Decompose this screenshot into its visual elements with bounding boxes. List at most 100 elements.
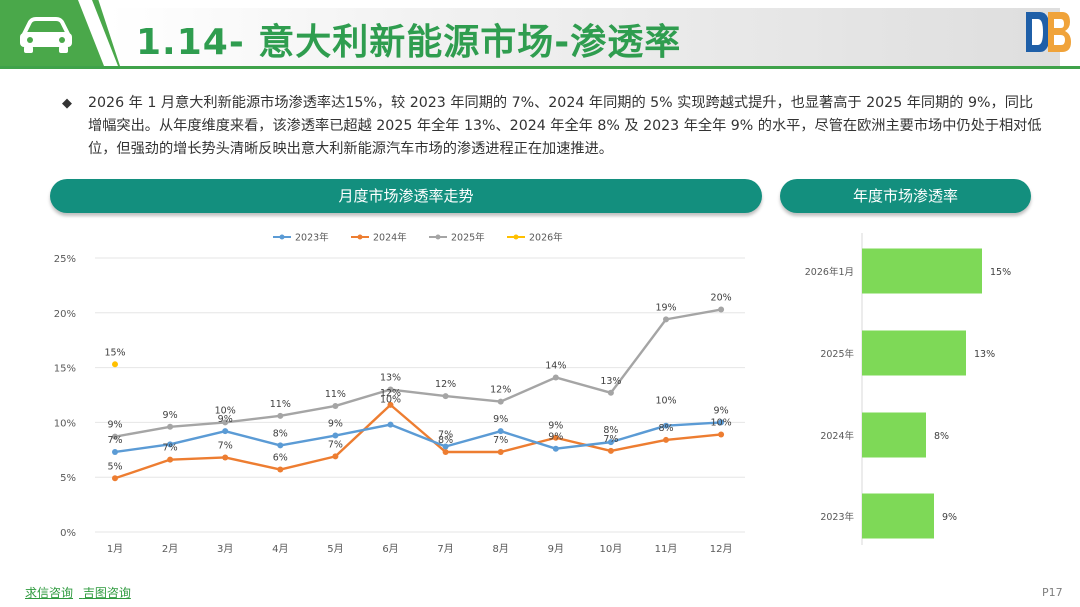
data-point bbox=[332, 432, 339, 439]
annual-section-header: 年度市场渗透率 bbox=[780, 179, 1031, 213]
data-point bbox=[277, 442, 284, 449]
data-point bbox=[442, 448, 449, 455]
series-line bbox=[114, 403, 722, 480]
data-point bbox=[718, 431, 725, 438]
footer-links: 求信咨询 吉图咨询 bbox=[25, 584, 137, 601]
data-point bbox=[167, 441, 174, 448]
data-label: 10% bbox=[711, 417, 732, 428]
data-point bbox=[332, 453, 339, 460]
bullet-icon: ◆ bbox=[62, 96, 72, 111]
page-number: P17 bbox=[1042, 586, 1063, 599]
data-point bbox=[332, 402, 339, 409]
brand-logo bbox=[1026, 12, 1071, 52]
x-tick-label: 1月 bbox=[107, 543, 123, 555]
data-label: 7% bbox=[603, 434, 618, 445]
data-point bbox=[663, 436, 669, 443]
legend-marker bbox=[435, 234, 441, 240]
x-tick-label: 9月 bbox=[548, 543, 564, 555]
x-tick-label: 4月 bbox=[272, 543, 288, 555]
y-tick-label: 0% bbox=[60, 528, 76, 539]
data-point bbox=[112, 361, 118, 368]
data-point bbox=[167, 423, 174, 430]
x-tick-label: 7月 bbox=[437, 543, 453, 555]
data-label: 13% bbox=[600, 376, 621, 387]
footer-link-1[interactable]: 求信咨询 bbox=[25, 586, 74, 600]
series-line bbox=[114, 421, 722, 454]
data-label: 8% bbox=[273, 428, 288, 439]
data-label: 11% bbox=[270, 399, 291, 410]
data-point bbox=[552, 374, 559, 381]
legend-label: 2024年 bbox=[373, 232, 407, 244]
header: 1.14- 意大利新能源市场-渗透率 bbox=[0, 0, 1080, 70]
data-label: 9% bbox=[714, 405, 729, 416]
bar-value-label: 13% bbox=[974, 349, 995, 360]
data-label: 9% bbox=[107, 420, 122, 431]
data-point bbox=[718, 419, 725, 426]
data-label: 12% bbox=[490, 385, 511, 396]
data-point bbox=[167, 456, 174, 463]
footer-link-2[interactable]: 吉图咨询 bbox=[82, 586, 131, 600]
data-point bbox=[387, 401, 394, 408]
bar bbox=[862, 493, 934, 539]
data-label: 7% bbox=[107, 435, 122, 446]
data-label: 19% bbox=[655, 302, 676, 313]
data-point bbox=[387, 421, 394, 428]
legend-label: 2023年 bbox=[295, 232, 329, 244]
car-icon bbox=[20, 17, 72, 53]
x-tick-label: 3月 bbox=[217, 543, 233, 555]
summary-text: 2026 年 1 月意大利新能源市场渗透率达15%，较 2023 年同期的 7%… bbox=[88, 95, 1042, 157]
x-tick-label: 2月 bbox=[162, 543, 178, 555]
annual-penetration-bar-chart: 2026年1月 15% 2025年 13% 2024年 8% 2023年 9% bbox=[805, 233, 1011, 545]
legend-label: 2026年 bbox=[529, 232, 563, 244]
y-tick-label: 10% bbox=[54, 418, 76, 429]
data-point bbox=[277, 412, 284, 419]
bar-category-label: 2023年 bbox=[820, 511, 854, 523]
data-label: 14% bbox=[545, 360, 566, 371]
data-label: 20% bbox=[711, 293, 732, 304]
data-label: 10% bbox=[215, 405, 236, 416]
data-point bbox=[663, 422, 669, 429]
x-tick-label: 10月 bbox=[600, 543, 623, 555]
data-point bbox=[607, 389, 614, 396]
bar bbox=[862, 412, 926, 458]
y-tick-label: 25% bbox=[54, 254, 76, 265]
monthly-section-header: 月度市场渗透率走势 bbox=[50, 179, 762, 213]
data-label: 7% bbox=[328, 439, 343, 450]
data-label: 8% bbox=[438, 435, 453, 446]
legend-marker bbox=[279, 234, 285, 240]
data-label: 8% bbox=[603, 425, 618, 436]
data-point bbox=[497, 398, 504, 405]
data-label: 5% bbox=[107, 461, 122, 472]
data-point bbox=[497, 428, 504, 435]
data-label: 8% bbox=[658, 423, 673, 434]
data-point bbox=[277, 466, 284, 473]
monthly-penetration-line-chart: 0% 5% 10% 15% 20% 25% 1月 2月 3月 4月 5月 6月 7月 8月 9月 10月 11月… bbox=[54, 232, 745, 555]
bar bbox=[862, 330, 966, 376]
page-title: 1.14- 意大利新能源市场-渗透率 bbox=[136, 22, 682, 63]
y-tick-label: 20% bbox=[54, 309, 76, 320]
bar-category-label: 2026年1月 bbox=[805, 266, 854, 278]
data-point bbox=[222, 428, 229, 435]
series-line bbox=[114, 308, 722, 438]
y-tick-label: 5% bbox=[60, 473, 76, 484]
header-divider bbox=[0, 66, 1080, 69]
legend-marker bbox=[513, 234, 519, 240]
x-tick-label: 6月 bbox=[382, 543, 398, 555]
data-label: 9% bbox=[493, 414, 508, 425]
data-label: 10% bbox=[380, 395, 401, 406]
data-label: 11% bbox=[325, 389, 346, 400]
data-point bbox=[718, 306, 725, 313]
data-label: 9% bbox=[218, 414, 233, 425]
data-point bbox=[222, 454, 229, 461]
data-point bbox=[607, 447, 614, 454]
y-tick-label: 15% bbox=[54, 364, 76, 375]
x-tick-label: 8月 bbox=[493, 543, 509, 555]
data-label: 6% bbox=[273, 453, 288, 464]
data-label: 9% bbox=[548, 432, 563, 443]
x-tick-label: 5月 bbox=[327, 543, 343, 555]
data-label: 13% bbox=[380, 373, 401, 384]
data-label: 12% bbox=[435, 379, 456, 390]
data-label: 9% bbox=[163, 410, 178, 421]
data-point bbox=[663, 316, 669, 323]
bar bbox=[862, 248, 982, 294]
